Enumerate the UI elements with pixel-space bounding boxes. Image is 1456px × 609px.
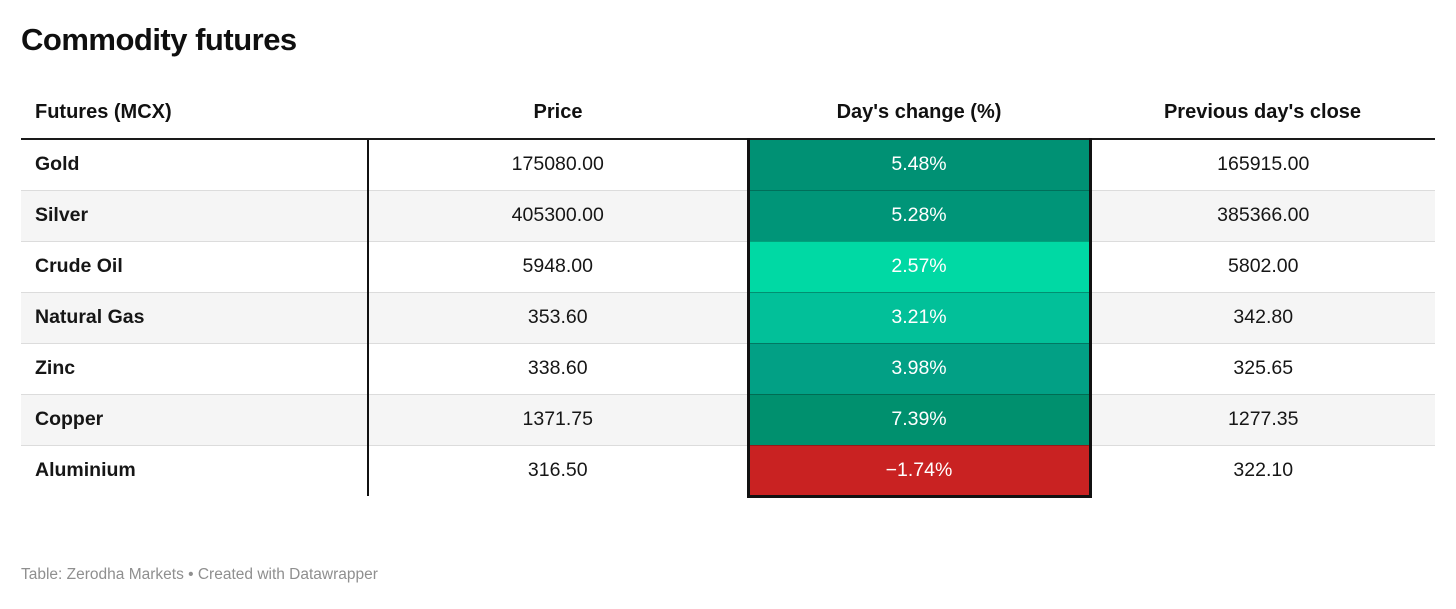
prev-close-cell: 342.80 bbox=[1090, 291, 1435, 343]
price-cell: 405300.00 bbox=[368, 189, 748, 241]
datawrapper-table-chart: Commodity futures Futures (MCX) Price Da… bbox=[21, 22, 1435, 583]
table-header: Futures (MCX) Price Day's change (%) Pre… bbox=[21, 86, 1435, 140]
prev-close-cell: 5802.00 bbox=[1090, 240, 1435, 292]
prev-close-cell: 385366.00 bbox=[1090, 189, 1435, 241]
table-row: Zinc 338.60 3.98% 325.65 bbox=[21, 342, 1435, 394]
page-title: Commodity futures bbox=[21, 22, 297, 57]
futures-name-cell: Natural Gas bbox=[21, 291, 369, 343]
days-change-cell: 5.48% bbox=[746, 139, 1092, 190]
table-row: Silver 405300.00 5.28% 385366.00 bbox=[21, 189, 1435, 241]
table-header-row: Futures (MCX) Price Day's change (%) Pre… bbox=[21, 86, 1435, 140]
table-row: Aluminium 316.50 −1.74% 322.10 bbox=[21, 444, 1435, 498]
futures-name-cell: Silver bbox=[21, 189, 369, 241]
days-change-cell: 3.21% bbox=[746, 291, 1092, 343]
price-cell: 1371.75 bbox=[368, 393, 748, 445]
column-header-days-change: Day's change (%) bbox=[748, 86, 1090, 140]
futures-name-cell: Copper bbox=[21, 393, 369, 445]
column-header-price: Price bbox=[368, 86, 748, 140]
price-cell: 316.50 bbox=[368, 444, 748, 496]
futures-name-cell: Zinc bbox=[21, 342, 369, 394]
table-attribution: Table: Zerodha Markets • Created with Da… bbox=[21, 566, 378, 583]
price-cell: 338.60 bbox=[368, 342, 748, 394]
prev-close-cell: 1277.35 bbox=[1090, 393, 1435, 445]
prev-close-cell: 165915.00 bbox=[1217, 153, 1310, 176]
table-row: Copper 1371.75 7.39% 1277.35 bbox=[21, 393, 1435, 445]
days-change-cell: 2.57% bbox=[746, 240, 1092, 292]
price-cell: 353.60 bbox=[368, 291, 748, 343]
column-header-futures: Futures (MCX) bbox=[21, 86, 368, 140]
futures-name-cell: Aluminium bbox=[21, 444, 369, 496]
futures-name-cell: Gold bbox=[21, 139, 369, 190]
table-row: Natural Gas 353.60 3.21% 342.80 bbox=[21, 291, 1435, 343]
days-change-cell: −1.74% bbox=[746, 444, 1092, 498]
futures-name-cell: Crude Oil bbox=[21, 240, 369, 292]
price-cell: 175080.00 bbox=[511, 153, 604, 176]
days-change-cell: 5.28% bbox=[746, 189, 1092, 241]
table-row: Crude Oil 5948.00 2.57% 5802.00 bbox=[21, 240, 1435, 292]
prev-close-cell: 322.10 bbox=[1090, 444, 1435, 496]
days-change-cell: 7.39% bbox=[746, 393, 1092, 445]
table-body: Gold 175080.00 5.48% 165915.00 Silver 40… bbox=[21, 139, 1435, 498]
price-cell: 5948.00 bbox=[368, 240, 748, 292]
column-header-prev-close: Previous day's close bbox=[1090, 86, 1435, 140]
table-row: Gold 175080.00 5.48% 165915.00 bbox=[21, 139, 1435, 190]
commodity-futures-table: Futures (MCX) Price Day's change (%) Pre… bbox=[21, 86, 1435, 498]
days-change-cell: 3.98% bbox=[746, 342, 1092, 394]
prev-close-cell: 325.65 bbox=[1090, 342, 1435, 394]
